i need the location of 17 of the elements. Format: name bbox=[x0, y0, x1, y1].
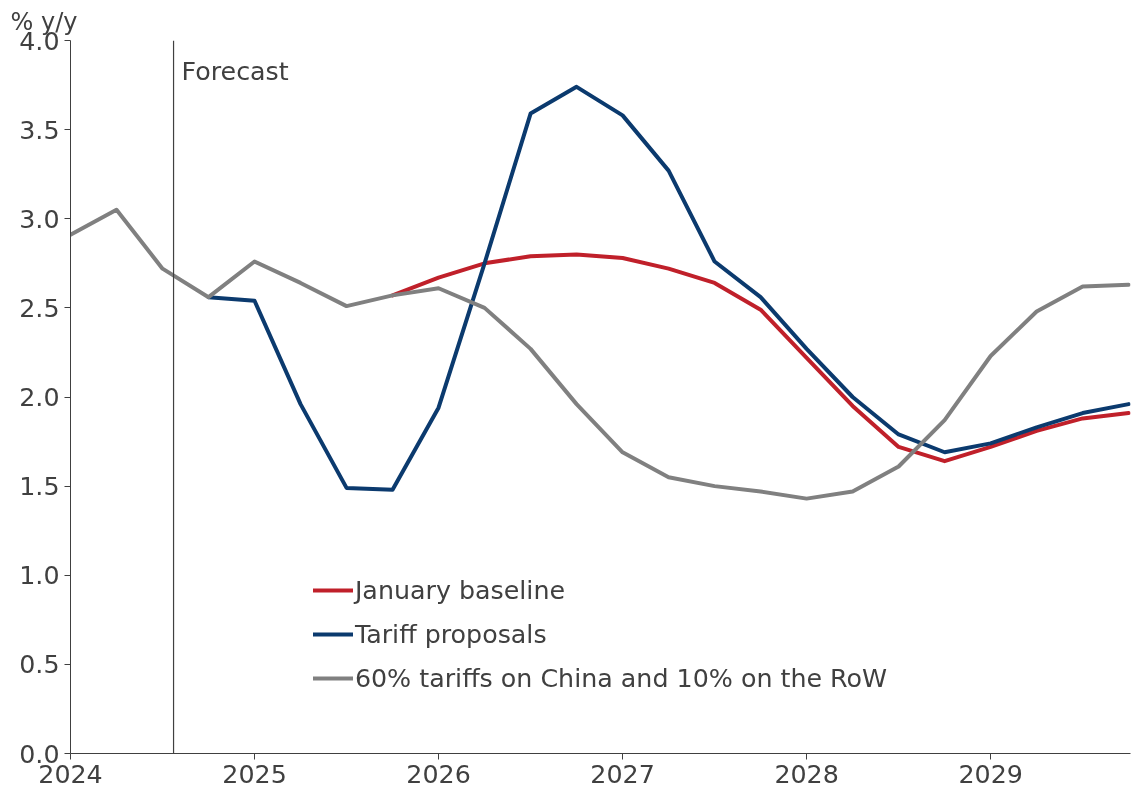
x-tick-label: 2029 bbox=[958, 758, 1023, 789]
y-tick-label: 0.5 bbox=[19, 649, 60, 680]
legend-label: 60% tariffs on China and 10% on the RoW bbox=[354, 663, 888, 693]
y-tick-label: 1.0 bbox=[19, 560, 60, 591]
legend-label: Tariff proposals bbox=[354, 619, 547, 649]
legend-label: January baseline bbox=[354, 575, 566, 605]
y-tick-label: 2.5 bbox=[19, 292, 60, 323]
y-tick-label: 3.5 bbox=[19, 114, 60, 145]
y-tick-label: 3.0 bbox=[19, 203, 60, 234]
y-tick-label: 2.0 bbox=[19, 382, 60, 412]
x-tick-label: 2028 bbox=[774, 758, 839, 789]
line-series bbox=[70, 207, 1131, 501]
x-tick-label: 2027 bbox=[590, 758, 655, 789]
ref-line-label: Forecast bbox=[181, 55, 289, 86]
x-tick-label: 2025 bbox=[222, 758, 287, 789]
y-tick-label: 1.5 bbox=[19, 471, 60, 502]
x-tick-label: 2026 bbox=[406, 758, 471, 789]
